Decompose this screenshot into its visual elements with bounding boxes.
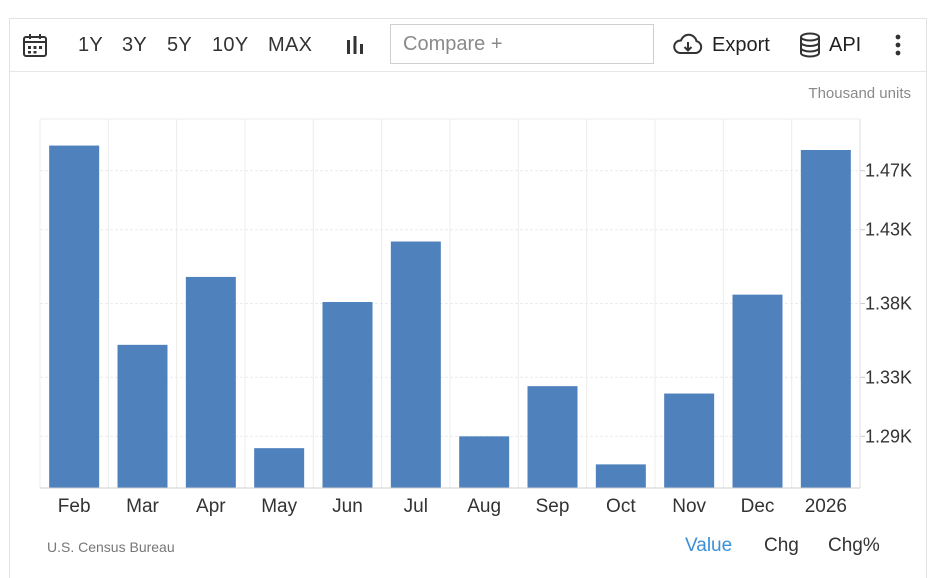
value-mode-button[interactable]: Value [685,535,733,556]
chart-toolbar: 1Y 3Y 5Y 10Y MAX Export [10,19,926,72]
bar [664,393,715,488]
bar [595,464,646,488]
x-tick-label: Apr [196,496,226,517]
y-tick-label: 1.47K [865,161,912,181]
x-tick-label: Feb [58,496,91,517]
range-max-button[interactable]: MAX [268,34,313,56]
bar [322,302,373,488]
api-label: API [829,33,862,56]
export-button[interactable]: Export [672,19,770,71]
source-label: U.S. Census Bureau [47,539,175,555]
range-3y-button[interactable]: 3Y [122,34,148,56]
calendar-icon[interactable] [22,19,48,71]
chg-mode-button[interactable]: Chg [764,535,799,556]
range-1y-button[interactable]: 1Y [78,34,104,56]
bar-chart: 1.29K 1.33K 1.38K 1.43K 1.47K Feb Mar Apr May Jun… [39,118,912,517]
cloud-download-icon [672,33,704,57]
x-tick-label: Aug [467,496,501,517]
unit-label: Thousand units [808,85,911,102]
y-tick-label: 1.29K [865,426,912,446]
compare-input[interactable] [390,24,654,64]
more-vertical-icon[interactable] [894,19,902,71]
chg-pct-mode-button[interactable]: Chg% [828,535,880,556]
database-icon [799,32,821,58]
range-5y-button[interactable]: 5Y [167,34,193,56]
bar [49,145,100,488]
x-tick-label: Jul [404,496,428,517]
x-tick-label: Dec [741,496,775,517]
y-tick-label: 1.33K [865,367,912,387]
chart-panel: 1Y 3Y 5Y 10Y MAX Export [9,18,927,578]
bar [800,149,851,488]
bar [117,344,168,488]
x-tick-label: Oct [606,496,636,517]
bar [254,448,305,488]
x-tick-label: Nov [672,496,706,517]
bar [185,276,236,488]
x-tick-label: 2026 [805,496,847,517]
bar [732,294,783,488]
bar [527,386,578,488]
y-tick-label: 1.43K [865,220,912,240]
x-tick-label: Sep [536,496,570,517]
bar [459,436,510,488]
export-label: Export [712,33,770,56]
range-10y-button[interactable]: 10Y [212,34,249,56]
y-tick-label: 1.38K [865,294,912,314]
x-tick-label: Mar [126,496,159,517]
x-tick-label: May [261,496,297,517]
x-tick-label: Jun [332,496,363,517]
api-button[interactable]: API [799,19,861,71]
bar [390,241,441,488]
bar-chart-icon[interactable] [344,19,366,71]
